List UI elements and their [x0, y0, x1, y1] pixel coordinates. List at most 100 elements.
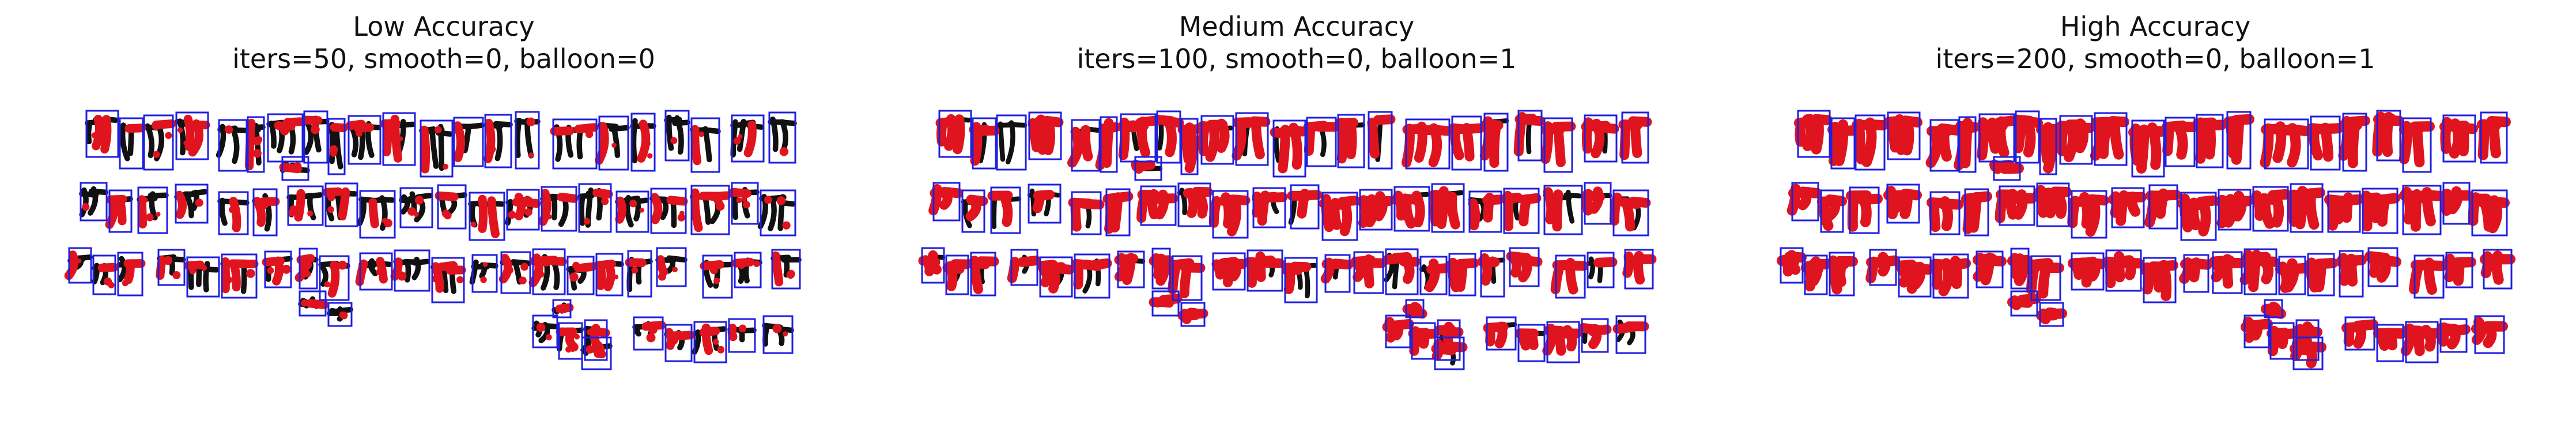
contour-stroke: [2422, 260, 2447, 271]
word-bounding-box: [1958, 116, 1977, 173]
glyph-stroke: [609, 125, 630, 132]
word-bounding-box: [2344, 316, 2375, 351]
contour-seed: [432, 275, 440, 283]
contour-stroke: [1346, 121, 1357, 159]
word-bounding-box: [2376, 324, 2404, 362]
contour-stroke: [1007, 257, 1020, 283]
contour-stroke: [699, 327, 720, 337]
contour-stroke: [2189, 258, 2212, 270]
contour-stroke: [728, 187, 751, 198]
word-bounding-box: [2212, 251, 2243, 294]
segmentation-contours: [64, 114, 795, 359]
contour-stroke: [1080, 125, 1093, 162]
word-bounding-box: [1180, 118, 1199, 175]
contour-seed: [456, 126, 463, 133]
word-bounding-box: [143, 114, 174, 171]
contour-seed: [642, 139, 651, 148]
word-bounding-box: [2252, 186, 2289, 232]
contour-seed: [165, 132, 172, 139]
word-bounding-box: [1117, 250, 1145, 288]
contour-seed: [779, 147, 789, 156]
contour-stroke: [1111, 192, 1134, 203]
word-bounding-box: [1393, 186, 1430, 232]
contour-seed: [526, 117, 535, 126]
contour-seed: [638, 260, 646, 268]
contour-stroke: [435, 191, 459, 201]
word-bounding-box: [471, 254, 498, 293]
panel-title: Medium Accuracy iters=100, smooth=0, bal…: [899, 10, 1694, 75]
contour-seed: [282, 264, 291, 274]
word-bounding-box: [1074, 253, 1111, 299]
word-bounding-box: [932, 182, 961, 222]
contour-seed: [131, 126, 138, 133]
contour-seed: [782, 221, 791, 230]
word-bounding-box: [2196, 114, 2224, 168]
contour-seed: [303, 260, 312, 269]
panel-high-accuracy: High Accuracy iters=200, smooth=0, ballo…: [1758, 0, 2553, 435]
contour-stroke: [2064, 121, 2079, 163]
contour-stroke: [487, 196, 500, 238]
word-bounding-box: [319, 255, 350, 301]
word-bounding-box: [1448, 253, 1476, 297]
word-bounding-box: [970, 252, 996, 297]
bounding-boxes: [921, 110, 1654, 370]
contour-stroke: [2072, 122, 2095, 134]
contour-stroke: [2124, 192, 2147, 203]
contour-seed: [252, 149, 262, 158]
glyph-stroke: [349, 125, 359, 158]
word-bounding-box: [1071, 119, 1101, 172]
glyph-stroke: [334, 124, 343, 170]
word-bounding-box: [1405, 118, 1451, 170]
contour-seed: [156, 212, 161, 217]
word-bounding-box: [1431, 183, 1465, 233]
word-bounding-box: [324, 182, 358, 227]
contour-seed: [255, 136, 263, 143]
contour-seed: [536, 322, 546, 332]
word-bounding-box: [1964, 188, 1989, 237]
glyph-stroke: [991, 194, 998, 230]
contour-stroke: [390, 114, 402, 163]
contour-stroke: [1875, 255, 1900, 268]
contour-stroke: [565, 331, 579, 352]
contour-stroke: [1436, 186, 1449, 229]
manuscript-segmentation-view: [1777, 110, 2515, 370]
contour-stroke: [1527, 329, 1539, 350]
contour-stroke: [1441, 327, 1464, 337]
word-bounding-box: [2376, 110, 2401, 162]
word-bounding-box: [552, 118, 598, 170]
contour-stroke: [2284, 262, 2309, 275]
word-bounding-box: [1543, 185, 1583, 235]
word-bounding-box: [734, 252, 762, 288]
contour-seed: [172, 271, 181, 279]
glyph-stroke: [634, 327, 641, 337]
contour-stroke: [175, 190, 187, 219]
word-bounding-box: [693, 321, 727, 363]
contour-stroke: [1205, 121, 1219, 162]
word-bounding-box: [664, 110, 690, 162]
contour-stroke: [1588, 324, 1612, 336]
contour-seed: [338, 260, 348, 270]
word-bounding-box: [1010, 249, 1038, 286]
word-bounding-box: [85, 110, 119, 158]
contour-seed: [674, 331, 682, 339]
contour-stroke: [105, 198, 118, 229]
glyph-stroke: [1319, 127, 1327, 158]
contour-seed: [586, 329, 593, 336]
contour-stroke: [690, 125, 702, 166]
word-bounding-box: [532, 248, 566, 295]
word-bounding-box: [348, 115, 382, 165]
contour-stroke: [2012, 254, 2033, 267]
word-bounding-box: [2071, 190, 2107, 239]
word-bounding-box: [221, 253, 258, 299]
contour-stroke: [1297, 190, 1323, 201]
contour-stroke: [603, 261, 615, 291]
word-bounding-box: [1886, 183, 1920, 224]
word-bounding-box: [615, 190, 649, 233]
glyph-stroke: [768, 200, 777, 231]
word-bounding-box: [972, 117, 997, 170]
contour-stroke: [1825, 194, 1847, 207]
word-bounding-box: [1368, 111, 1393, 170]
word-bounding-box: [1587, 252, 1615, 288]
word-bounding-box: [2278, 256, 2306, 295]
word-bounding-box: [515, 111, 540, 170]
